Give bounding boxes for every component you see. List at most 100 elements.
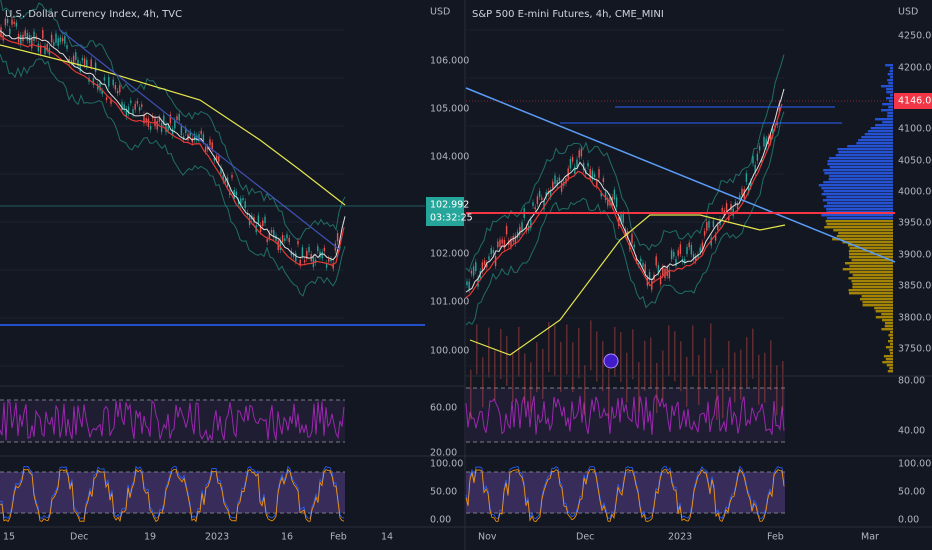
rsi-line	[0, 399, 345, 443]
volume-bar	[614, 326, 616, 377]
stoch-label: 100.00	[430, 459, 463, 470]
candle	[204, 146, 207, 152]
volume-profile	[888, 106, 893, 109]
bollinger-lower	[0, 54, 346, 297]
candle	[165, 124, 167, 133]
candle	[24, 30, 26, 37]
candle	[257, 215, 260, 224]
volume-profile	[848, 250, 893, 253]
candle	[677, 250, 679, 256]
volume-profile	[851, 259, 893, 262]
volume-profile	[887, 79, 893, 82]
candle	[734, 201, 737, 205]
candle	[717, 224, 719, 231]
candle	[536, 196, 539, 205]
volume-bar	[698, 354, 700, 405]
candle	[163, 115, 165, 125]
candle	[94, 62, 97, 72]
candle	[499, 239, 501, 247]
candle	[90, 59, 92, 67]
volume-profile	[890, 76, 893, 79]
candle	[651, 280, 653, 290]
volume-bar	[668, 325, 670, 376]
volume-bar	[596, 331, 598, 382]
candle	[574, 166, 576, 174]
volume-bar	[548, 321, 550, 372]
volume-bar	[644, 340, 646, 391]
volume-bar	[734, 352, 736, 403]
trend-line	[465, 87, 896, 263]
volume-bar	[560, 341, 562, 392]
volume-bar	[470, 369, 472, 420]
candle	[77, 59, 79, 67]
candle	[530, 219, 532, 229]
volume-profile	[848, 277, 893, 280]
price-label: 4200.00	[898, 63, 932, 74]
rsi-label: 20.00	[430, 448, 457, 459]
candle	[42, 30, 44, 39]
candle	[169, 114, 172, 124]
candle	[244, 201, 246, 209]
candle	[602, 178, 605, 182]
volume-bar	[722, 368, 724, 419]
candle	[134, 103, 136, 110]
candle	[701, 242, 704, 252]
candle	[6, 19, 9, 24]
volume-profile	[875, 310, 893, 313]
candle	[488, 256, 490, 260]
candle	[580, 148, 583, 157]
volume-profile	[826, 196, 893, 199]
volume-bar	[554, 325, 556, 376]
volume-profile	[825, 220, 893, 223]
time-label: Dec	[70, 532, 88, 543]
volume-bar	[536, 342, 538, 393]
volume-profile	[823, 169, 893, 172]
candle	[501, 239, 503, 244]
candle	[79, 63, 81, 72]
volume-profile	[828, 178, 893, 181]
volume-profile	[882, 121, 893, 124]
candle	[20, 35, 22, 45]
volume-profile	[887, 115, 893, 118]
pane-title: S&P 500 E-mini Futures, 4h, CME_MINI	[472, 9, 664, 20]
candle	[235, 191, 238, 196]
rsi-label: 80.00	[898, 376, 925, 387]
candle	[618, 217, 620, 226]
candle	[167, 126, 169, 131]
candle	[121, 102, 123, 110]
candle	[697, 254, 699, 258]
stoch-band	[466, 472, 785, 513]
candle	[284, 238, 286, 241]
candle	[497, 241, 499, 248]
candle	[171, 128, 174, 136]
candle	[72, 55, 75, 64]
candle	[13, 21, 15, 24]
rsi-label: 60.00	[430, 403, 457, 414]
candle	[519, 226, 521, 235]
volume-profile	[821, 214, 893, 217]
candle	[136, 100, 139, 104]
price-label: 105.000	[430, 104, 469, 115]
candle	[336, 232, 339, 242]
moving-average-red	[465, 103, 783, 299]
stoch-k	[465, 465, 785, 520]
candle	[112, 79, 114, 86]
candle	[11, 19, 13, 25]
candle	[607, 198, 609, 206]
candle	[675, 258, 677, 267]
price-label: 101.000	[430, 297, 469, 308]
price-label: 3750.00	[898, 344, 932, 355]
candle	[747, 186, 750, 193]
candle	[325, 263, 328, 268]
rsi-band	[466, 388, 785, 442]
candle	[662, 266, 664, 276]
volume-profile	[864, 133, 893, 136]
candle	[681, 258, 684, 262]
candle	[275, 235, 277, 241]
candle	[220, 167, 222, 174]
candle	[279, 240, 282, 251]
blue-ma	[59, 29, 341, 251]
candle	[138, 107, 141, 111]
stoch-label: 0.00	[430, 515, 451, 526]
candle	[769, 134, 772, 143]
